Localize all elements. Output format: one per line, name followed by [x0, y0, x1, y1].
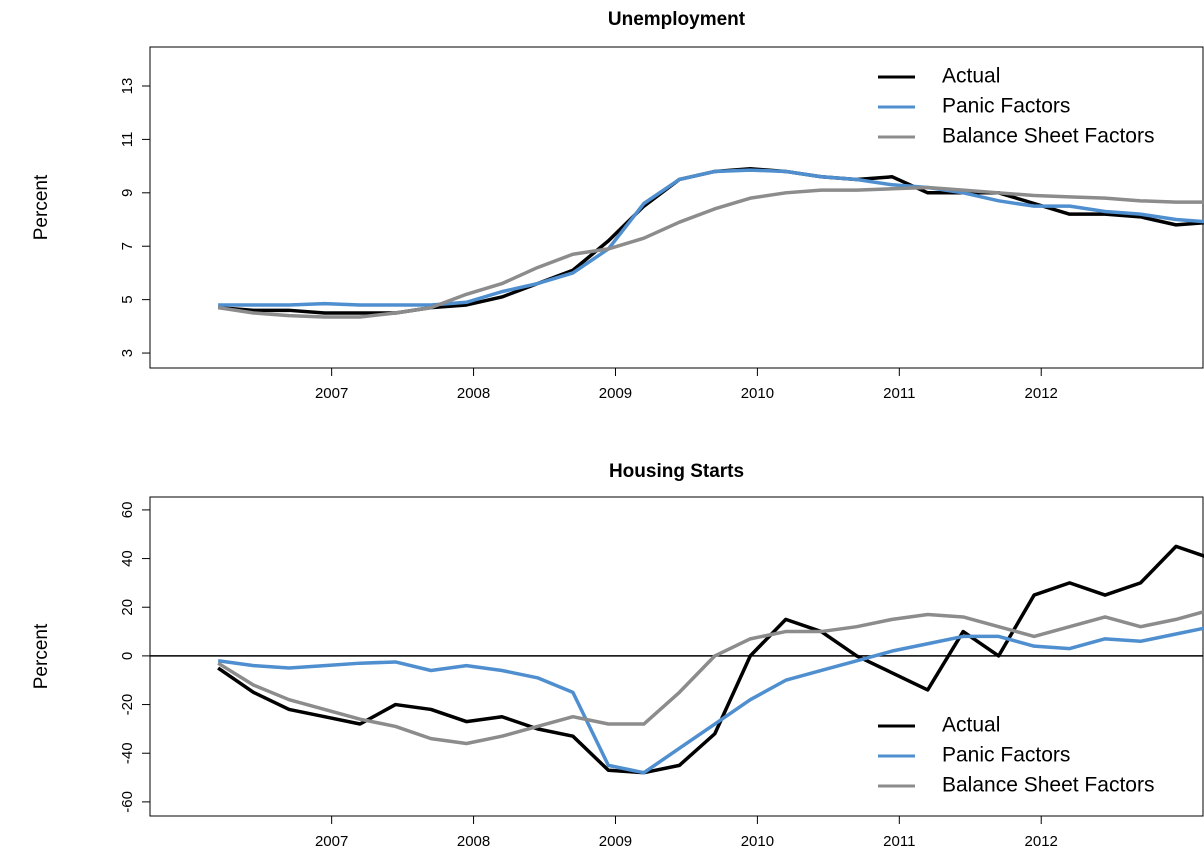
y-tick-label: 3: [119, 349, 136, 357]
data-line: [217, 609, 1204, 746]
legend-label: Panic Factors: [942, 744, 1070, 767]
y-tick-label: -60: [119, 791, 136, 813]
data-line: [218, 168, 1204, 307]
y-tick-label: 40: [119, 550, 136, 567]
data-line: [217, 626, 1204, 775]
x-tick-label: 2012: [1025, 833, 1058, 850]
x-tick-label: 2008: [457, 833, 490, 850]
y-tick-label: 20: [119, 599, 136, 616]
data-line: [217, 185, 1204, 319]
y-tick-label: -40: [119, 742, 136, 764]
y-tick-label: 0: [119, 652, 136, 660]
y-tick-label: 11: [119, 132, 136, 148]
y-tick-label: 7: [119, 242, 136, 250]
y-tick-label: 9: [119, 189, 136, 197]
legend-label: Balance Sheet Factors: [942, 774, 1154, 797]
legend-label: Actual: [942, 714, 1000, 737]
legend-label: Balance Sheet Factors: [942, 125, 1154, 148]
chart-title: Unemployment: [608, 9, 746, 30]
x-tick-label: 2009: [599, 833, 632, 850]
x-tick-label: 2011: [883, 385, 915, 402]
legend-label: Panic Factors: [942, 95, 1070, 118]
x-tick-label: 2007: [315, 833, 348, 850]
y-axis-label: Percent: [31, 623, 52, 689]
data-line: [217, 544, 1204, 775]
x-tick-label: 2012: [1025, 385, 1058, 402]
x-tick-label: 2010: [741, 385, 774, 402]
x-tick-label: 2008: [457, 385, 490, 402]
x-tick-label: 2007: [315, 385, 348, 402]
x-tick-label: 2009: [599, 385, 632, 402]
x-tick-label: 2011: [883, 833, 915, 850]
y-tick-label: 13: [119, 78, 136, 95]
chart-title: Housing Starts: [609, 461, 744, 482]
y-axis-label: Percent: [31, 174, 52, 240]
plot-frame: [149, 46, 1204, 369]
data-line: [217, 167, 1204, 315]
x-tick-label: 2010: [741, 833, 774, 850]
y-tick-label: 5: [119, 295, 136, 303]
y-tick-label: -20: [119, 694, 136, 716]
legend-label: Actual: [942, 65, 1000, 88]
y-tick-label: 60: [119, 502, 136, 519]
